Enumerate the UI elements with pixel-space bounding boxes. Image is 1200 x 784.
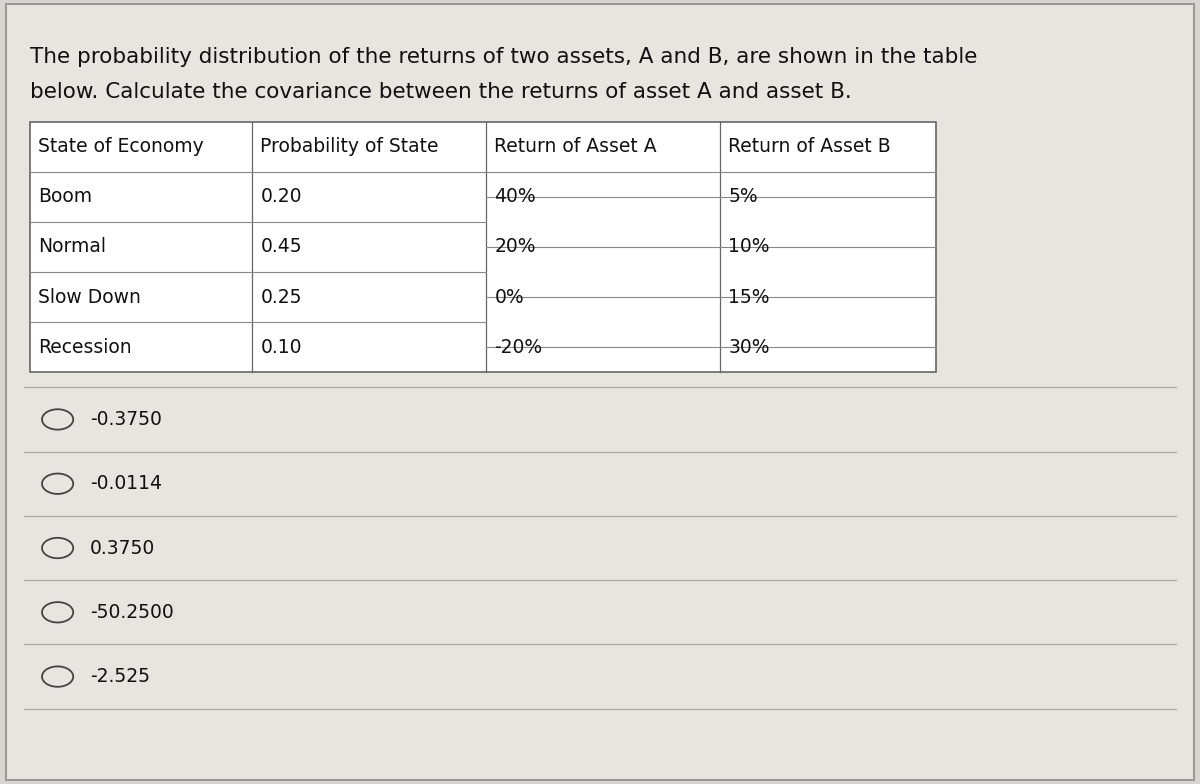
- Text: 20%: 20%: [494, 238, 536, 256]
- Text: 15%: 15%: [728, 288, 770, 307]
- Text: -0.3750: -0.3750: [90, 410, 162, 429]
- Text: Return of Asset A: Return of Asset A: [494, 137, 658, 156]
- Text: Slow Down: Slow Down: [38, 288, 142, 307]
- Text: Normal: Normal: [38, 238, 107, 256]
- Text: Probability of State: Probability of State: [260, 137, 439, 156]
- Text: 0.10: 0.10: [260, 338, 302, 357]
- Text: below. Calculate the covariance between the returns of asset A and asset B.: below. Calculate the covariance between …: [30, 82, 852, 103]
- Text: 0.25: 0.25: [260, 288, 302, 307]
- Text: State of Economy: State of Economy: [38, 137, 204, 156]
- Text: The probability distribution of the returns of two assets, A and B, are shown in: The probability distribution of the retu…: [30, 47, 977, 67]
- Text: 40%: 40%: [494, 187, 536, 206]
- Text: 0.3750: 0.3750: [90, 539, 155, 557]
- Text: -0.0114: -0.0114: [90, 474, 162, 493]
- Text: -20%: -20%: [494, 338, 542, 357]
- Text: 0.20: 0.20: [260, 187, 302, 206]
- Text: Return of Asset B: Return of Asset B: [728, 137, 892, 156]
- Text: 10%: 10%: [728, 238, 770, 256]
- Text: Boom: Boom: [38, 187, 92, 206]
- Text: Recession: Recession: [38, 338, 132, 357]
- Text: 0%: 0%: [494, 288, 524, 307]
- Text: 0.45: 0.45: [260, 238, 302, 256]
- Text: -2.525: -2.525: [90, 667, 150, 686]
- Text: 5%: 5%: [728, 187, 758, 206]
- Text: 30%: 30%: [728, 338, 770, 357]
- Bar: [30, 122, 936, 372]
- Text: -50.2500: -50.2500: [90, 603, 174, 622]
